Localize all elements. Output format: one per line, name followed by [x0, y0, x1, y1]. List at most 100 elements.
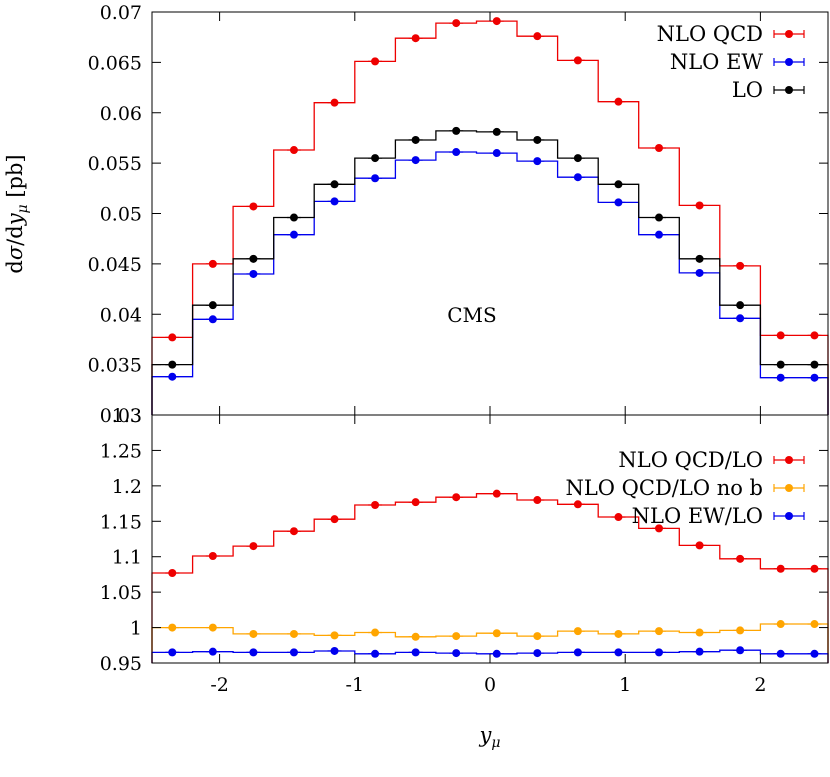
top-legend-entry-nlo-qcd: NLO QCD [657, 22, 805, 46]
bot-point-nlo-qcd-lo-no-b-0 [165, 623, 180, 632]
top-ytick-label: 0.05 [100, 204, 142, 226]
bot-point-nlo-qcd-lo-6 [408, 498, 423, 507]
bot-ytick-label: 1.3 [112, 405, 142, 427]
bot-point-nlo-qcd-lo-no-b-6 [408, 632, 423, 641]
top-legend-label: NLO QCD [657, 22, 763, 46]
top-point-nlo-ew-9 [530, 157, 545, 166]
top-point-nlo-qcd-13 [692, 201, 707, 210]
top-point-nlo-ew-8 [489, 149, 504, 158]
top-point-nlo-ew-1 [205, 315, 220, 324]
bot-point-nlo-qcd-lo-no-b-5 [368, 628, 383, 637]
top-ytick-label: 0.055 [88, 153, 142, 175]
top-point-nlo-qcd-3 [286, 146, 301, 155]
top-data-points [165, 17, 822, 382]
top-series-nlo-qcd-line [151, 20, 829, 415]
top-point-nlo-ew-0 [165, 372, 180, 381]
top-ytick-label: 0.03 [100, 405, 142, 427]
bottom-panel: 0.95 1 1.05 1.1 1.15 1.2 1.25 1.3 -2 -1 0 1 2 NLO Q… [100, 405, 829, 751]
top-legend-label: NLO EW [670, 50, 764, 74]
bottom-panel-frame [151, 414, 829, 664]
bot-point-nlo-ew-lo-11 [611, 648, 626, 657]
bot-point-nlo-qcd-lo-10 [570, 500, 585, 509]
bot-point-nlo-qcd-lo-5 [368, 500, 383, 509]
bot-point-nlo-qcd-lo-1 [205, 552, 220, 561]
bot-point-nlo-ew-lo-16 [807, 649, 822, 658]
xtick-label: 2 [754, 674, 766, 696]
bot-point-nlo-ew-lo-13 [692, 647, 707, 656]
top-ytick-label: 0.07 [100, 2, 142, 24]
top-point-lo-5 [368, 154, 383, 163]
top-point-nlo-qcd-7 [449, 19, 464, 28]
bot-point-nlo-ew-lo-3 [286, 648, 301, 657]
top-point-nlo-qcd-14 [733, 261, 748, 270]
bot-point-nlo-qcd-lo-12 [652, 524, 666, 533]
bot-point-nlo-ew-lo-0 [165, 648, 180, 657]
top-point-lo-12 [652, 213, 666, 222]
top-point-nlo-ew-6 [408, 156, 423, 165]
bot-point-nlo-qcd-lo-no-b-7 [449, 632, 464, 641]
xtick-label: 0 [484, 674, 496, 696]
bot-point-nlo-ew-lo-1 [205, 647, 220, 656]
top-point-lo-8 [489, 127, 504, 136]
bottom-data-points [165, 489, 822, 658]
bot-ytick-label: 1.2 [112, 476, 142, 498]
bot-point-nlo-qcd-lo-no-b-9 [530, 632, 545, 641]
bot-point-nlo-qcd-lo-2 [246, 542, 261, 551]
cms-annotation: CMS [447, 303, 496, 327]
bot-legend-label: NLO QCD/LO [618, 448, 763, 472]
top-point-lo-10 [570, 154, 585, 163]
bot-point-nlo-ew-lo-6 [408, 648, 423, 657]
top-point-nlo-ew-10 [570, 173, 585, 182]
top-x-axis-ticks [219, 12, 761, 415]
top-point-lo-9 [530, 135, 545, 144]
bot-point-nlo-qcd-lo-11 [611, 513, 626, 522]
xtick-label: -1 [346, 674, 365, 696]
bot-point-nlo-qcd-lo-no-b-8 [489, 629, 504, 638]
bot-point-nlo-ew-lo-9 [530, 649, 545, 658]
top-ytick-label: 0.04 [100, 304, 142, 326]
top-point-nlo-ew-2 [246, 269, 261, 278]
bot-point-nlo-ew-lo-12 [652, 648, 666, 657]
top-point-lo-14 [733, 301, 748, 310]
bot-legend-entry-nlo-qcd-lo-no-b: NLO QCD/LO no b [565, 476, 805, 500]
bot-point-nlo-qcd-lo-no-b-11 [611, 629, 626, 638]
top-y-axis-title: dσ/dyμ [pb] [3, 154, 31, 273]
bot-point-nlo-qcd-lo-no-b-12 [652, 627, 666, 636]
top-ytick-label: 0.045 [88, 254, 142, 276]
bot-point-nlo-ew-lo-8 [489, 649, 504, 658]
bot-legend-marker [785, 512, 793, 520]
bot-point-nlo-qcd-lo-14 [733, 554, 748, 563]
bot-point-nlo-ew-lo-2 [246, 648, 261, 657]
top-point-lo-0 [165, 360, 180, 369]
bot-point-nlo-qcd-lo-no-b-14 [733, 626, 748, 635]
bot-point-nlo-ew-lo-7 [449, 649, 464, 658]
bot-point-nlo-ew-lo-14 [733, 646, 748, 655]
top-panel: 0.03 0.035 0.04 0.045 0.05 0.055 0.06 0.065 0.07… [3, 2, 829, 427]
top-point-nlo-ew-12 [652, 230, 666, 239]
top-point-lo-1 [205, 301, 220, 310]
top-legend: NLO QCD NLO EW LO [657, 22, 805, 102]
bot-point-nlo-qcd-lo-4 [327, 515, 342, 524]
top-legend-marker [785, 30, 793, 38]
top-point-nlo-qcd-8 [489, 17, 504, 26]
bot-point-nlo-qcd-lo-15 [773, 564, 788, 573]
top-point-lo-3 [286, 213, 301, 222]
bot-ytick-label: 1.15 [100, 511, 142, 533]
top-point-nlo-ew-3 [286, 230, 301, 239]
top-point-nlo-qcd-16 [807, 331, 822, 340]
top-point-nlo-qcd-9 [530, 32, 545, 41]
top-point-nlo-ew-13 [692, 268, 707, 277]
bot-point-nlo-ew-lo-4 [327, 646, 342, 655]
top-point-nlo-ew-16 [807, 373, 822, 382]
top-point-lo-4 [327, 180, 342, 189]
top-point-nlo-ew-5 [368, 174, 383, 183]
top-point-nlo-ew-11 [611, 198, 626, 207]
top-point-nlo-ew-7 [449, 148, 464, 157]
bottom-y-axis-ticks: 0.95 1 1.05 1.1 1.15 1.2 1.25 1.3 [100, 405, 828, 675]
top-legend-label: LO [732, 78, 763, 102]
top-legend-marker [785, 58, 793, 66]
top-ytick-label: 0.035 [88, 355, 142, 377]
top-point-nlo-qcd-10 [570, 56, 585, 65]
top-point-lo-15 [773, 360, 788, 369]
bot-point-nlo-qcd-lo-3 [286, 527, 301, 536]
